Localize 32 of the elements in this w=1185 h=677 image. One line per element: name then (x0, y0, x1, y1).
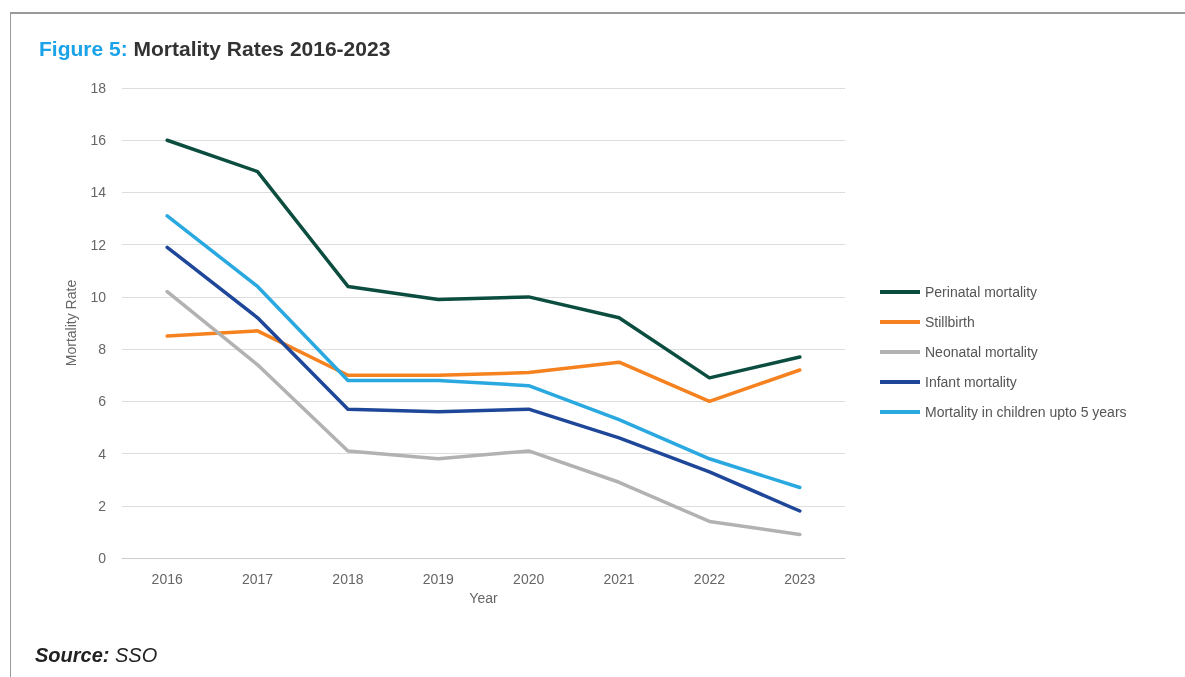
x-tick-label: 2023 (784, 571, 816, 587)
legend-label: Neonatal mortality (925, 344, 1038, 360)
y-tick-label: 4 (98, 445, 107, 462)
x-tick-label: 2022 (693, 571, 726, 587)
y-tick-label: 16 (90, 132, 107, 149)
line-series (165, 329, 802, 404)
line-series (165, 138, 802, 380)
y-tick-label: 14 (90, 184, 107, 201)
y-tick-label: 18 (90, 80, 107, 96)
y-tick-label: 0 (98, 550, 107, 566)
legend-label: Perinatal mortality (925, 284, 1038, 300)
legend-label: Stillbirth (925, 314, 975, 330)
y-tick-label: 6 (98, 393, 107, 410)
x-tick-label: 2021 (603, 571, 635, 587)
line-series (165, 245, 802, 513)
x-axis-title: Year (469, 589, 498, 606)
line-series (165, 214, 802, 490)
y-axis-title: Mortality Rate (63, 279, 79, 367)
legend-label: Mortality in children upto 5 years (925, 404, 1127, 420)
chart-title: Figure 5: Mortality Rates 2016-2023 (39, 37, 391, 60)
x-tick-label: 2017 (241, 571, 274, 587)
x-tick-label: 2018 (332, 571, 364, 587)
x-tick-label: 2020 (513, 571, 545, 587)
x-tick-label: 2016 (151, 571, 183, 587)
legend-label: Infant mortality (925, 374, 1017, 390)
y-tick-label: 2 (98, 497, 107, 514)
line-series (165, 289, 802, 537)
y-tick-label: 8 (98, 341, 107, 358)
y-tick-label: 12 (90, 236, 107, 253)
x-tick-label: 2019 (422, 571, 455, 587)
y-tick-label: 10 (90, 288, 107, 305)
source-note: Source: SSO (35, 644, 158, 666)
